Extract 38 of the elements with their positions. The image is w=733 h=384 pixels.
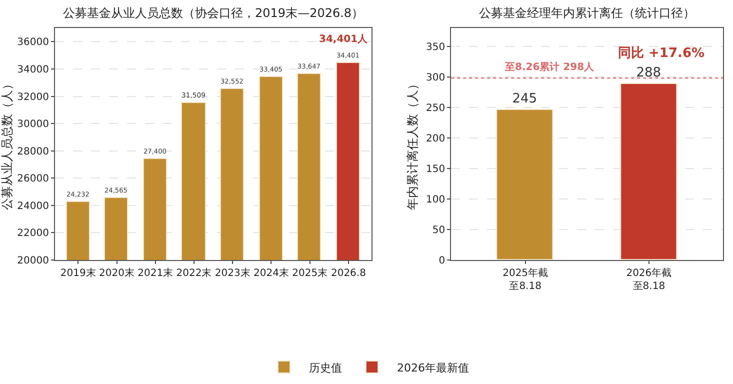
y-tick-label: 200 (426, 133, 446, 144)
y-tick-label: 250 (426, 102, 446, 114)
annotation: 34,401人 (319, 33, 369, 45)
y-tick-label: 350 (426, 42, 446, 53)
x-tick-label: 2026.8 (330, 268, 366, 279)
y-tick-label: 50 (432, 224, 446, 236)
y-axis-title: 年内累计离任人数（人） (405, 78, 420, 210)
x-tick-label: 2021末 (138, 266, 174, 279)
legend-label: 2026年最新值 (397, 361, 469, 374)
x-tick-label: 2024末 (254, 266, 289, 279)
data-label: 245 (512, 92, 538, 107)
y-tick-label: 150 (426, 164, 446, 175)
y-tick-label: 100 (426, 194, 446, 206)
x-tick-label: 2019末 (60, 266, 96, 279)
x-tick-label: 2026年截至8.18 (626, 266, 672, 292)
y-tick-label: 20000 (17, 255, 49, 266)
y-tick-label: 36000 (17, 37, 49, 48)
annotation: 同比 +17.6% (618, 46, 705, 61)
chart-title: 公募基金经理年内累计离任（统计口径） (479, 6, 696, 20)
y-tick-label: 32000 (17, 92, 49, 103)
x-tick-label: 2022末 (176, 266, 212, 279)
data-label: 288 (636, 66, 662, 81)
y-tick-label: 24000 (17, 200, 49, 212)
legend-label: 历史值 (309, 361, 342, 374)
x-tick-label: 2020末 (99, 266, 134, 279)
ref-line-label: 至8.26累计 298人 (504, 61, 596, 73)
y-axis-title: 公募从业人员总数（人） (0, 78, 14, 210)
x-tick-label: 2025末 (292, 266, 328, 279)
x-tick-label: 2025年截至8.18 (502, 266, 548, 292)
y-tick-label: 30000 (17, 119, 49, 130)
y-tick-label: 300 (426, 72, 446, 84)
y-tick-label: 26000 (17, 174, 49, 185)
y-tick-label: 22000 (17, 228, 49, 240)
y-tick-label: 28000 (17, 146, 49, 158)
y-tick-label: 34000 (17, 64, 49, 76)
y-tick-label: 0 (438, 255, 446, 266)
chart-title: 公募基金从业人员总数（协会口径，2019末—2026.8） (63, 6, 364, 20)
x-tick-label: 2023末 (214, 266, 250, 279)
